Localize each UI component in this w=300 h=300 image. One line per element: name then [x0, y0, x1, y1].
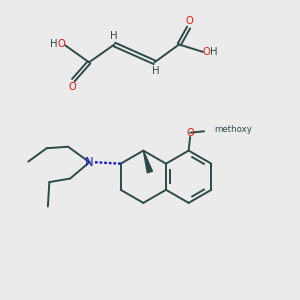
Polygon shape	[143, 151, 152, 173]
Text: O: O	[68, 82, 76, 92]
Text: H: H	[152, 66, 160, 76]
Text: O: O	[58, 40, 65, 50]
Text: H: H	[110, 31, 118, 41]
Text: N: N	[85, 156, 94, 169]
Text: O: O	[186, 16, 194, 26]
Text: H: H	[50, 40, 58, 50]
Text: O: O	[202, 47, 210, 57]
Text: H: H	[210, 47, 218, 57]
Text: methoxy: methoxy	[214, 125, 252, 134]
Text: O: O	[186, 128, 194, 138]
